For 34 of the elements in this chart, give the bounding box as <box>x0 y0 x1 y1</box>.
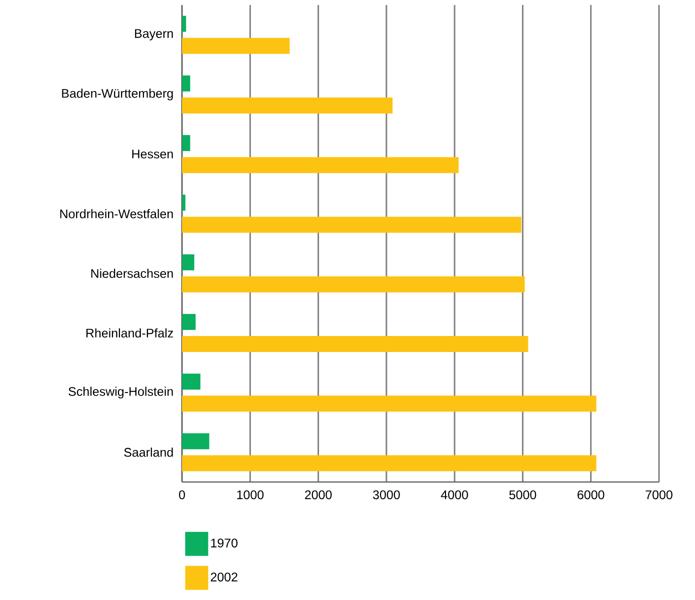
x-tick-label: 2000 <box>305 490 332 500</box>
x-tick-label: 3000 <box>372 490 400 500</box>
x-tick-label: 5000 <box>509 490 536 500</box>
bar <box>182 75 190 92</box>
bar <box>182 396 596 412</box>
y-tick-label: Saarland <box>124 448 173 457</box>
bar <box>182 374 200 390</box>
bar <box>182 455 596 472</box>
y-tick-label: Niedersachsen <box>91 268 173 278</box>
x-tick-label: 1000 <box>237 490 264 500</box>
y-tick-label: Rheinland-Pfalz <box>86 328 173 338</box>
y-tick-label: Baden-Württemberg <box>62 88 173 100</box>
x-tick-label: 7000 <box>646 490 672 500</box>
bar <box>182 314 196 330</box>
x-tick-label: 6000 <box>578 490 604 500</box>
bar <box>182 254 194 270</box>
legend-label: 1970 <box>211 538 238 548</box>
bar <box>182 216 522 233</box>
bar <box>182 38 290 54</box>
legend-label: 2002 <box>210 572 238 582</box>
y-tick-label: Nordrhein-Westfalen <box>60 209 173 218</box>
bar <box>182 433 210 450</box>
x-tick-label: 0 <box>179 490 185 500</box>
bar <box>182 135 190 152</box>
y-tick-label: Schleswig-Holstein <box>68 386 173 398</box>
bar <box>182 16 186 32</box>
y-tick-label: Bayern <box>135 29 173 40</box>
y-tick-label: Hessen <box>132 150 173 158</box>
bar <box>182 194 186 211</box>
bar <box>182 336 528 352</box>
x-tick-label: 4000 <box>440 490 468 500</box>
bar <box>182 276 525 292</box>
bar <box>182 157 459 174</box>
bar <box>182 97 393 114</box>
